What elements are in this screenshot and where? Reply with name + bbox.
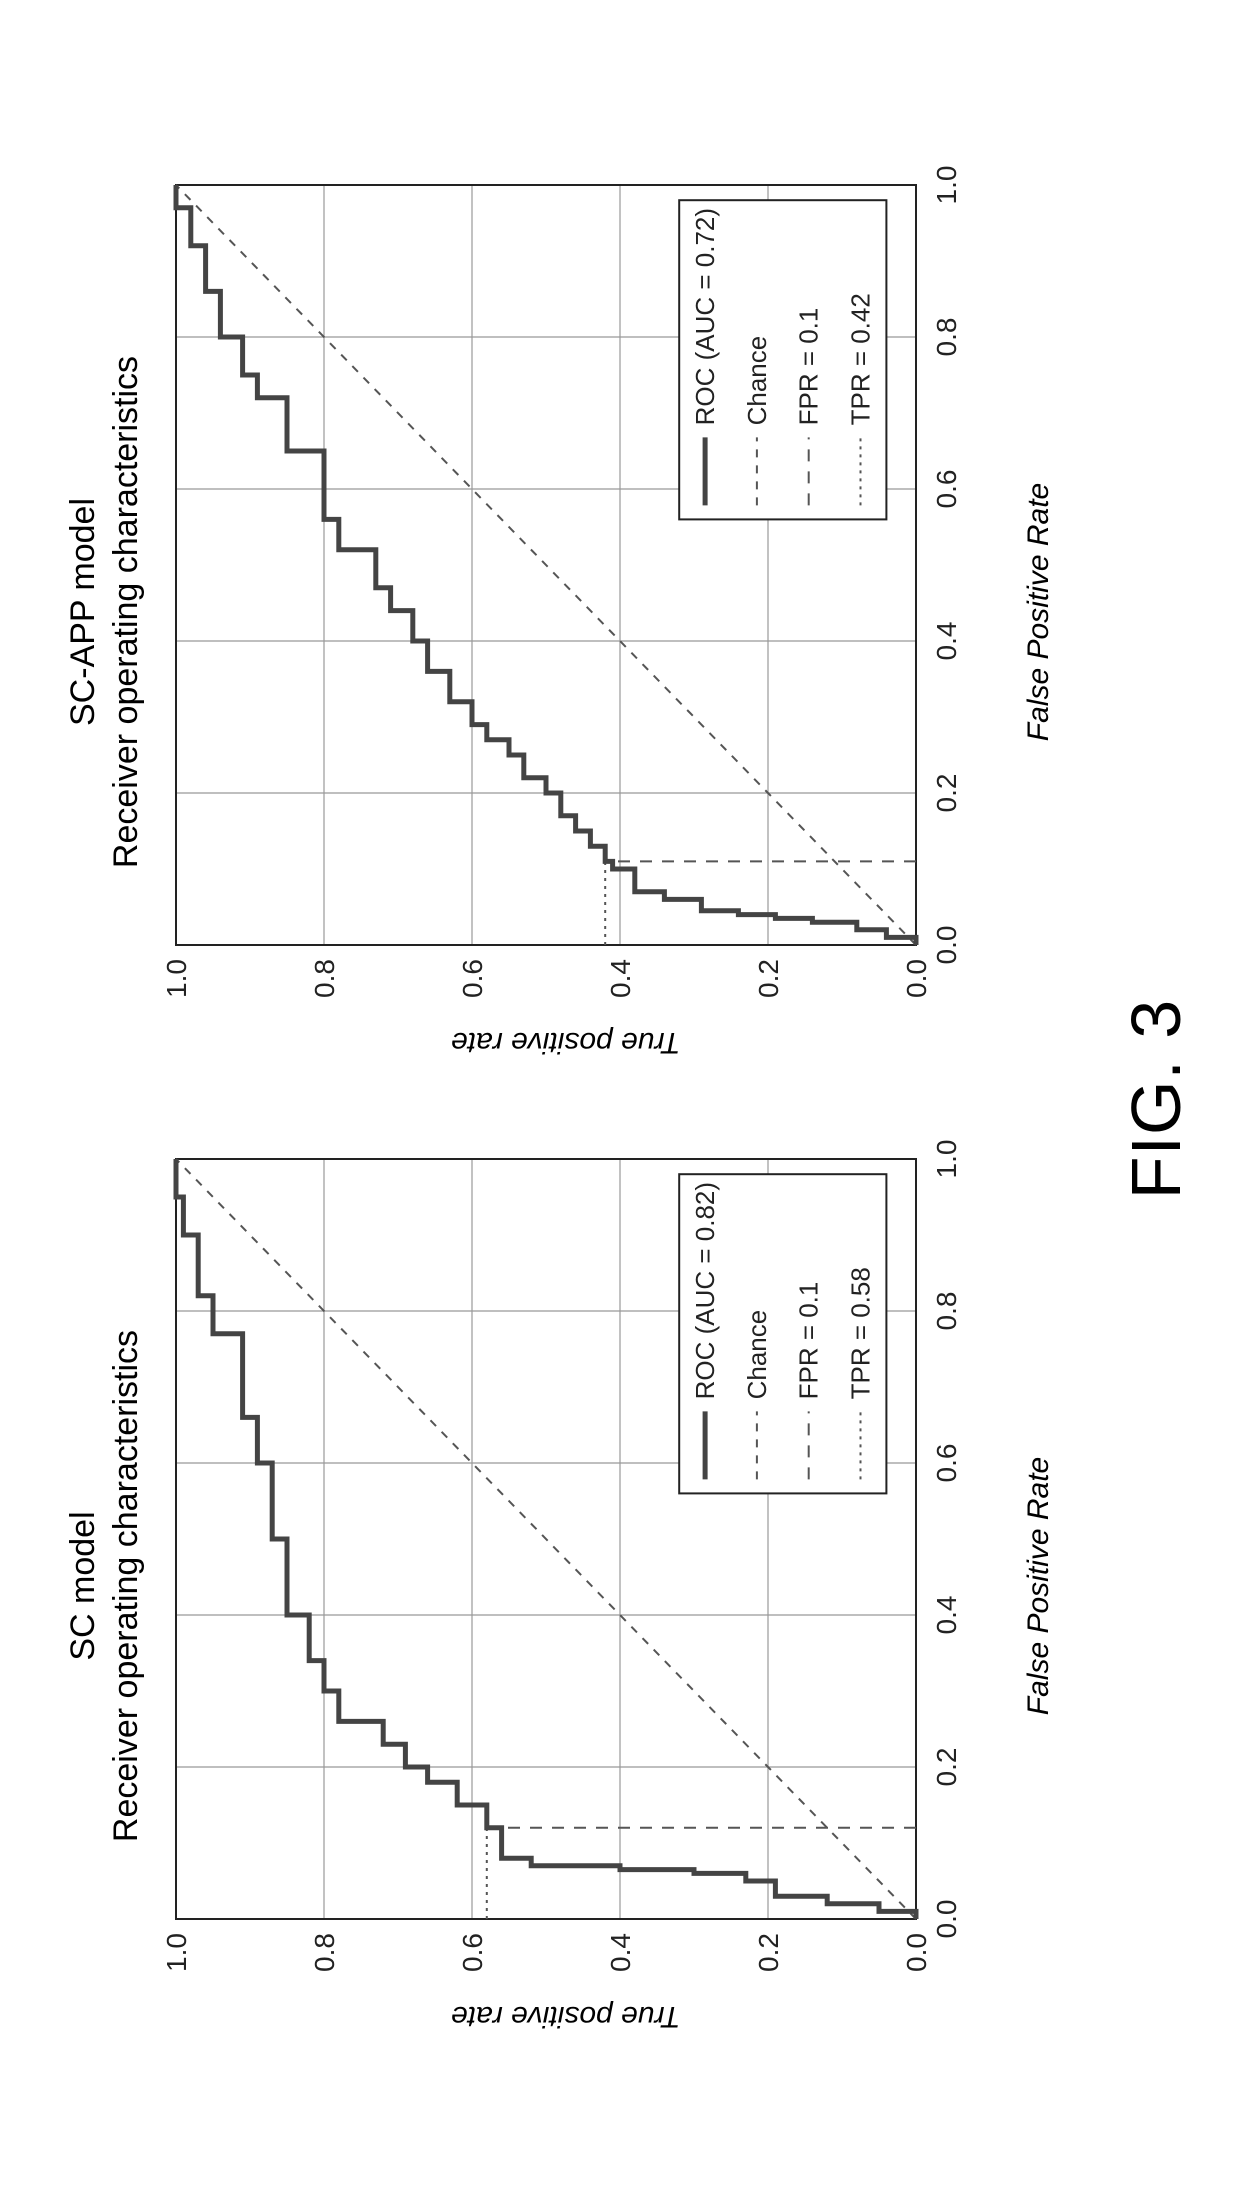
chart-title: SC model xyxy=(64,1511,103,1660)
svg-text:0.6: 0.6 xyxy=(931,470,962,509)
svg-text:0.8: 0.8 xyxy=(309,1933,340,1972)
svg-text:FPR = 0.1: FPR = 0.1 xyxy=(794,308,824,426)
svg-text:0.0: 0.0 xyxy=(931,926,962,965)
svg-text:0.4: 0.4 xyxy=(605,959,636,998)
chart-subtitle: Receiver operating characteristics xyxy=(107,356,146,868)
svg-text:ROC (AUC = 0.82): ROC (AUC = 0.82) xyxy=(690,1182,720,1399)
svg-text:0.2: 0.2 xyxy=(753,959,784,998)
svg-text:TPR = 0.58: TPR = 0.58 xyxy=(846,1267,876,1399)
chart-panel-scapp: SC-APP model Receiver operating characte… xyxy=(64,165,1056,1059)
y-axis-label: True positive rate xyxy=(451,1025,681,1059)
svg-text:0.0: 0.0 xyxy=(901,959,932,998)
svg-text:1.0: 1.0 xyxy=(931,1140,962,1179)
svg-text:1.0: 1.0 xyxy=(931,166,962,205)
svg-text:0.6: 0.6 xyxy=(457,1933,488,1972)
roc-plot-scapp: 0.00.0 0.2 0.2 0.4 0.4 0.6 0.6 0.8 0.8 1.0 1.0 ROC … xyxy=(156,165,976,1015)
svg-text:0.8: 0.8 xyxy=(931,318,962,357)
svg-text:0.2: 0.2 xyxy=(931,774,962,813)
svg-text:Chance: Chance xyxy=(742,336,772,426)
chart-panel-sc: SC model Receiver operating characterist… xyxy=(64,1139,1056,2033)
svg-text:0.2: 0.2 xyxy=(931,1748,962,1787)
svg-text:0.6: 0.6 xyxy=(931,1444,962,1483)
x-axis-label: False Positive Rate xyxy=(1022,1457,1056,1715)
svg-text:1.0: 1.0 xyxy=(161,959,192,998)
svg-text:0.2: 0.2 xyxy=(753,1933,784,1972)
svg-text:1.0: 1.0 xyxy=(161,1933,192,1972)
svg-text:TPR = 0.42: TPR = 0.42 xyxy=(846,293,876,425)
svg-text:Chance: Chance xyxy=(742,1310,772,1400)
figure-label: FIG. 3 xyxy=(1116,999,1196,1199)
svg-text:0.6: 0.6 xyxy=(457,959,488,998)
chart-subtitle: Receiver operating characteristics xyxy=(107,1330,146,1842)
roc-plot-sc: 0.00.0 0.2 0.2 0.4 0.4 0.6 0.6 0.8 0.8 1.0 1.0 ROC … xyxy=(156,1139,976,1989)
svg-text:0.0: 0.0 xyxy=(931,1900,962,1939)
svg-text:0.4: 0.4 xyxy=(931,622,962,661)
svg-text:FPR = 0.1: FPR = 0.1 xyxy=(794,1282,824,1400)
plot-wrap: True positive rate 0.00.0 0.2 0.2 0.4 0.4 0.6… xyxy=(156,1139,976,2033)
page-container: SC model Receiver operating characterist… xyxy=(0,0,1240,2198)
svg-text:0.0: 0.0 xyxy=(901,1933,932,1972)
svg-text:0.4: 0.4 xyxy=(605,1933,636,1972)
svg-text:0.4: 0.4 xyxy=(931,1596,962,1635)
x-axis-label: False Positive Rate xyxy=(1022,483,1056,741)
svg-text:0.8: 0.8 xyxy=(309,959,340,998)
plot-wrap: True positive rate 0.00.0 0.2 0.2 0.4 0.4 0.6… xyxy=(156,165,976,1059)
charts-row: SC model Receiver operating characterist… xyxy=(64,165,1056,2033)
chart-title: SC-APP model xyxy=(64,498,103,726)
svg-text:0.8: 0.8 xyxy=(931,1292,962,1331)
y-axis-label: True positive rate xyxy=(451,1999,681,2033)
svg-text:ROC (AUC = 0.72): ROC (AUC = 0.72) xyxy=(690,208,720,425)
